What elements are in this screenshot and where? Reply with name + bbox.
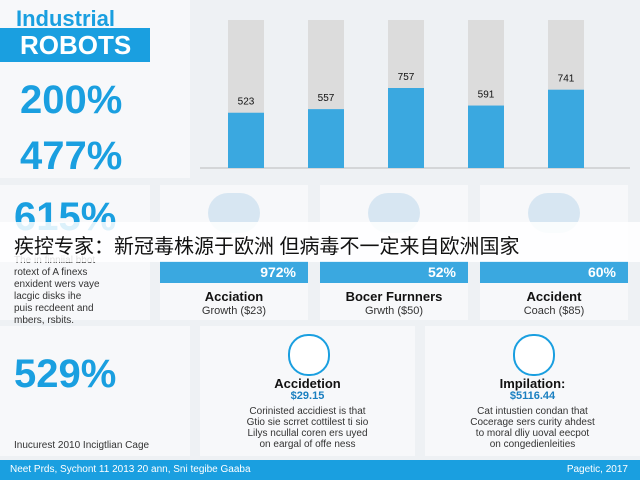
card-title: Bocer Furnners [345, 289, 443, 304]
title-line2: ROBOTS [20, 30, 132, 60]
text-block: The in finniial bbotrotext of A finexsen… [14, 255, 100, 327]
bar [388, 88, 424, 168]
text-line: rotext of A finexs [14, 267, 88, 278]
card-subtitle: Coach ($85) [523, 305, 585, 317]
bar-label: 741 [558, 74, 575, 85]
footer: Neet Prds, Sychont 11 2013 20 ann, Sni t… [0, 460, 640, 480]
card: Accidetion $29.15 Corinisted accidiest is … [200, 326, 415, 456]
text-line: lacgic disks ihe [14, 291, 82, 302]
banner-text: 疾控专家：新冠毒株源于欧洲 但病毒不一定来自欧洲国家 [14, 236, 520, 258]
bar [468, 105, 504, 168]
text-line: Gtio sie scrret cottilest ti sio [246, 417, 369, 428]
bar-chart: 523 557 757 591 741 [200, 20, 630, 169]
footer-right: Pagetic, 2017 [566, 464, 628, 475]
bar-label: 591 [478, 90, 495, 101]
title-line1: Industrial [16, 6, 116, 31]
card-stat: 972% [160, 261, 308, 283]
text-line: on congedienleities [489, 439, 576, 450]
card-stat: 60% [480, 261, 628, 283]
text-line: Cat intustien condan that [477, 406, 588, 417]
text-line: mbers, rsbits. [14, 315, 75, 326]
bar-label: 557 [318, 93, 335, 104]
bar-label: 757 [398, 72, 415, 83]
stat: 529% [14, 352, 117, 396]
bar-label: 523 [238, 97, 255, 108]
title-band [0, 28, 150, 62]
bottom-left-panel: 529% Inucurest 2010 Incigtlian Cage [0, 326, 190, 456]
card-amount: $5116.44 [509, 390, 556, 402]
banner: 疾控专家：新冠毒株源于欧洲 但病毒不一定来自欧洲国家 [0, 222, 640, 262]
card-stat: 52% [320, 261, 468, 283]
bar [228, 112, 264, 168]
icon [288, 334, 330, 376]
text-line: puis recdeent and [14, 303, 94, 314]
card: Impilation: $5116.44 Cat intustien condan … [425, 326, 640, 456]
card-title: Impilation: [499, 376, 566, 391]
stat: 477% [20, 134, 123, 178]
header-panel: Industrial ROBOTS 200% 477% [0, 0, 190, 178]
card-subtitle: Grwth ($50) [364, 305, 424, 317]
card-title: Accident [526, 289, 582, 304]
note: Inucurest 2010 Incigtlian Cage [14, 440, 150, 451]
text-line: Lilys ncullal coren ers uyed [247, 428, 368, 439]
icon [513, 334, 555, 376]
text-line: on eargal of offe ness [259, 439, 356, 450]
card-title: Acciation [204, 289, 264, 304]
text-line: enxident wers vaye [14, 279, 100, 290]
bar [308, 109, 344, 168]
card-amount: $29.15 [290, 390, 325, 402]
text-line: Cocerage sers curity ahdest [470, 417, 595, 428]
text-line: to moral dliy uoval eecpot [475, 428, 590, 439]
footer-left: Neet Prds, Sychont 11 2013 20 ann, Sni t… [10, 464, 251, 475]
text-line: Corinisted accidiest is that [249, 406, 366, 417]
card-subtitle: Growth ($23) [201, 305, 267, 317]
bar [548, 89, 584, 168]
card-title: Accidetion [274, 376, 341, 391]
stat: 200% [20, 78, 123, 122]
